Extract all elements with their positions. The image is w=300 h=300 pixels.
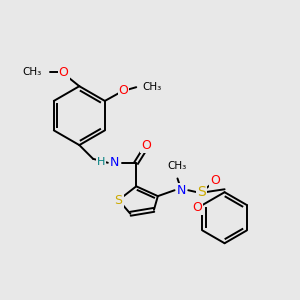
Text: S: S xyxy=(115,194,123,207)
Text: O: O xyxy=(59,66,69,79)
Text: O: O xyxy=(210,174,220,187)
Text: CH₃: CH₃ xyxy=(142,82,161,92)
Text: S: S xyxy=(197,185,206,199)
Text: O: O xyxy=(192,201,202,214)
Text: CH₃: CH₃ xyxy=(168,160,187,171)
Text: O: O xyxy=(141,139,151,152)
Text: N: N xyxy=(110,156,119,169)
Text: O: O xyxy=(118,84,128,97)
Text: CH₃: CH₃ xyxy=(23,68,42,77)
Text: H: H xyxy=(97,157,105,167)
Text: N: N xyxy=(177,184,186,197)
